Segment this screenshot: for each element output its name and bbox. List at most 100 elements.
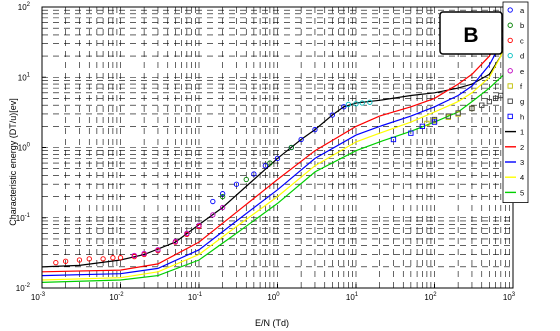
panel-label: B (463, 24, 478, 47)
panel-label-box: B (439, 11, 503, 55)
x-tick-label: 103 (503, 292, 516, 302)
x-tick-exponent: 2 (433, 292, 437, 298)
legend-label-a: a (520, 6, 525, 15)
data-point-a (274, 155, 281, 162)
data-point-c (86, 256, 92, 262)
x-tick-exponent: 1 (355, 292, 359, 298)
data-point-c (76, 257, 83, 263)
data-point-a (312, 126, 318, 133)
data-point-h (390, 136, 397, 143)
x-tick-base: 10 (188, 293, 197, 302)
legend-marker-b (507, 22, 513, 28)
data-point-e (141, 250, 147, 257)
data-point-h (431, 119, 438, 125)
axis-ticks (41, 6, 514, 289)
series-line-3 (42, 13, 513, 277)
legend-label-1: 1 (520, 128, 524, 137)
x-tick-label: 100 (267, 292, 280, 302)
x-tick-base: 10 (503, 293, 512, 302)
legend-label-c: c (520, 36, 524, 45)
y-tick-exponent: 2 (27, 2, 31, 8)
data-point-a (251, 171, 257, 177)
data-point-e (210, 212, 216, 218)
x-tick-label: 10-1 (188, 292, 203, 302)
legend-label-5: 5 (520, 188, 524, 197)
data-point-g (445, 113, 451, 119)
y-tick-exponent: -2 (25, 283, 31, 289)
x-tick-base: 10 (109, 293, 118, 302)
data-point-g (492, 95, 499, 102)
data-point-d (359, 100, 365, 106)
data-point-h (408, 130, 414, 136)
x-tick-label: 10-2 (109, 292, 124, 302)
legend-label-f: f (520, 82, 523, 91)
series-line-5 (42, 66, 513, 283)
axis-tick-labels: 10-3 10-2 10-1 100 101 102 10310-210-110010110… (16, 2, 516, 302)
x-tick-exponent: -2 (118, 292, 124, 298)
x-tick-base: 10 (267, 293, 276, 302)
x-tick-base: 10 (346, 293, 355, 302)
legend-label-h: h (520, 112, 524, 121)
y-tick-label: 102 (18, 2, 31, 12)
x-axis-label: E/N (Td) (255, 318, 289, 328)
legend-marker-d (507, 52, 513, 59)
legend-label-e: e (520, 67, 524, 76)
x-tick-exponent: -3 (40, 292, 46, 298)
data-point-g (479, 102, 485, 108)
legend-marker-e (507, 68, 513, 74)
y-tick-base: 10 (18, 3, 27, 12)
data-point-e (184, 230, 190, 236)
data-point-a (298, 136, 304, 143)
y-tick-label: 101 (18, 72, 31, 82)
legend-box (502, 1, 529, 204)
legend-label-3: 3 (520, 158, 524, 167)
data-point-a (341, 104, 347, 110)
legend-label-d: d (520, 52, 524, 61)
data-point-e (172, 238, 179, 245)
y-tick-exponent: 0 (27, 143, 31, 149)
x-tick-exponent: 3 (512, 292, 516, 298)
data-point-g (455, 110, 461, 116)
data-point-c (53, 259, 59, 266)
legend-label-2: 2 (520, 143, 524, 152)
data-point-e (219, 204, 226, 211)
data-point-a (262, 163, 268, 169)
x-tick-base: 10 (31, 293, 40, 302)
data-point-b (288, 144, 294, 151)
data-point-d (367, 99, 373, 105)
legend-marker-a (507, 7, 513, 13)
data-point-d (345, 101, 352, 108)
y-tick-base: 10 (18, 144, 27, 153)
data-point-c (110, 255, 116, 261)
series-line-2 (42, 9, 513, 273)
data-point-c (117, 255, 124, 261)
y-tick-base: 10 (18, 73, 27, 82)
data-point-a (233, 181, 240, 187)
data-point-e (196, 222, 202, 228)
x-tick-label: 101 (346, 292, 359, 302)
legend-marker-f (507, 83, 513, 89)
x-tick-exponent: 0 (276, 292, 280, 298)
x-tick-base: 10 (424, 293, 433, 302)
data-point-c (100, 256, 106, 262)
x-tick-exponent: -1 (197, 292, 203, 298)
data-point-g (469, 105, 475, 112)
legend-marker-g (507, 98, 513, 104)
data-point-b (243, 176, 249, 183)
data-point-e (155, 247, 161, 253)
data-point-e (131, 252, 137, 259)
y-tick-label: 10-2 (16, 283, 31, 293)
data-point-f (424, 120, 430, 127)
legend-label-4: 4 (520, 173, 524, 182)
data-point-d (353, 101, 359, 107)
x-tick-label: 102 (424, 292, 437, 302)
y-tick-label: 10-1 (16, 213, 31, 223)
legend-label-g: g (520, 97, 524, 106)
data-point-b (267, 160, 273, 166)
y-tick-label: 100 (18, 143, 31, 153)
data-point-c (62, 258, 69, 264)
legend-marker-c (507, 37, 513, 44)
